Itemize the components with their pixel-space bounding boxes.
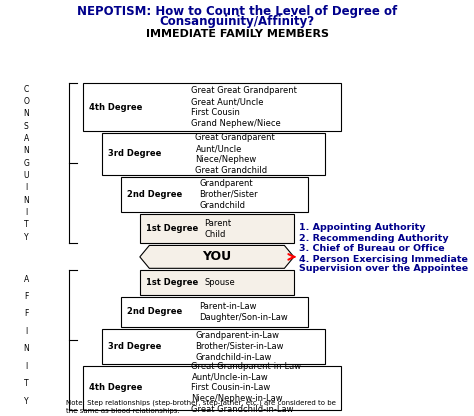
Text: U: U [23,171,29,180]
Text: YOU: YOU [202,250,231,263]
Text: N: N [23,109,29,119]
Text: IMMEDIATE FAMILY MEMBERS: IMMEDIATE FAMILY MEMBERS [146,29,328,39]
Text: 2. Recommending Authority: 2. Recommending Authority [299,234,448,243]
Bar [140,214,294,243]
Text: Great Grandparent
Aunt/Uncle
Niece/Nephew
Great Grandchild: Great Grandparent Aunt/Uncle Niece/Nephe… [195,133,275,175]
Text: 3. Chief of Bureau or Office: 3. Chief of Bureau or Office [299,244,444,253]
Text: T: T [24,220,28,229]
Text: 3rd Degree: 3rd Degree [108,149,161,158]
Text: Great Grandparent-in-Law
Aunt/Uncle-in-Law
First Cousin-in-Law
Niece/Nephew-in-L: Great Grandparent-in-Law Aunt/Uncle-in-L… [191,362,301,414]
Text: Great Great Grandparent
Great Aunt/Uncle
First Cousin
Grand Nephew/Niece: Great Great Grandparent Great Aunt/Uncle… [191,87,297,128]
Bar [102,329,325,364]
Bar [83,366,341,410]
Text: I: I [25,362,27,371]
Bar [83,83,341,131]
Text: Consanguinity/Affinity?: Consanguinity/Affinity? [159,15,315,28]
Text: Spouse: Spouse [205,278,235,287]
Text: 2nd Degree: 2nd Degree [127,307,182,317]
Text: 4th Degree: 4th Degree [89,384,142,392]
Bar [140,270,294,295]
Text: O: O [23,97,29,106]
Text: I: I [25,327,27,336]
Text: G: G [23,159,29,168]
Text: NEPOTISM: How to Count the Level of Degree of: NEPOTISM: How to Count the Level of Degr… [77,5,397,18]
Text: F: F [24,310,28,319]
Text: 1st Degree: 1st Degree [146,224,198,233]
Text: T: T [24,379,28,388]
Text: A: A [23,275,29,284]
Text: I: I [25,183,27,193]
Text: I: I [25,208,27,217]
Text: C: C [23,85,29,94]
Text: A: A [23,134,29,143]
Bar [121,297,308,327]
Text: 4th Degree: 4th Degree [89,103,142,111]
Polygon shape [140,245,294,268]
Text: 2nd Degree: 2nd Degree [127,190,182,199]
Text: Grandparent-in-Law
Brother/Sister-in-Law
Grandchild-in-Law: Grandparent-in-Law Brother/Sister-in-Law… [195,331,284,362]
Text: S: S [24,122,28,131]
Text: Y: Y [24,233,28,242]
Text: Y: Y [24,396,28,406]
Text: Supervision over the Appointee: Supervision over the Appointee [299,264,468,273]
Text: Note: Step relationships (step-brother, step-father, etc.) are considered to be
: Note: Step relationships (step-brother, … [66,399,336,414]
Text: N: N [23,344,29,353]
Text: N: N [23,146,29,156]
Text: Parent
Child: Parent Child [205,219,232,239]
Text: F: F [24,292,28,301]
Text: 3rd Degree: 3rd Degree [108,342,161,351]
Text: 4. Person Exercising Immediate: 4. Person Exercising Immediate [299,255,467,264]
Bar [121,177,308,212]
Bar [102,133,325,175]
Text: 1st Degree: 1st Degree [146,278,198,287]
Text: Grandparent
Brother/Sister
Grandchild: Grandparent Brother/Sister Grandchild [200,179,258,210]
Text: N: N [23,196,29,205]
Text: Parent-in-Law
Daughter/Son-in-Law: Parent-in-Law Daughter/Son-in-Law [200,302,288,322]
Text: 1. Appointing Authority: 1. Appointing Authority [299,223,425,233]
